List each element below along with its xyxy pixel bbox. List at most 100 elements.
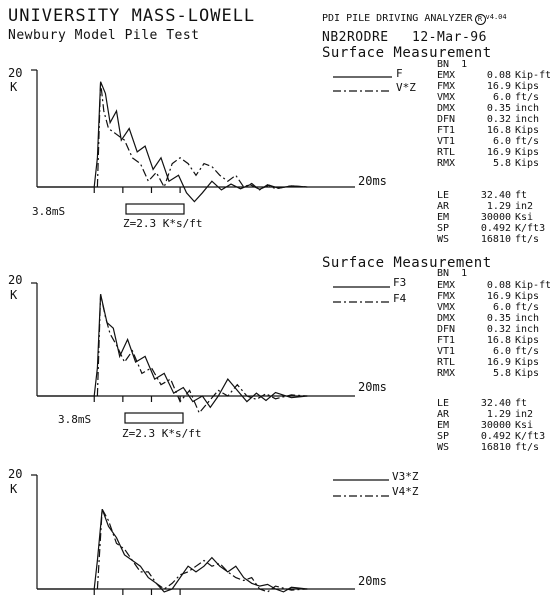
panel2-readout-value: 16.9	[486, 291, 511, 302]
panel3-series-v4z	[96, 507, 308, 593]
panel1-property-key: EM	[437, 212, 450, 223]
panel2-readout-value: 0.08	[486, 280, 511, 291]
panel2-readout-row: FMX 16.9 Kips	[437, 291, 550, 302]
panel2-readout-key: VMX	[437, 302, 456, 313]
panel2-readout-value: 6.0	[492, 302, 511, 313]
panel2-blow-number: BN 1	[437, 268, 468, 279]
panel2-readout-row: RMX 5.8 Kips	[437, 368, 550, 379]
panel2-readout-unit: Kips	[515, 357, 540, 368]
panel2-yunit-label: K	[10, 288, 18, 302]
panel1-ymax-label: 20	[8, 66, 23, 80]
panel2-property-row: SP 0.492 K/ft3	[437, 431, 545, 442]
panel2-property-key: WS	[437, 442, 450, 453]
panel2-legend-f4: F4	[393, 292, 407, 305]
panel2-readouts: EMX 0.08 Kip-ft FMX 16.9 Kips VMX 6.0 ft/s DMX 0.3…	[437, 280, 550, 379]
panel2-readout-value: 16.8	[486, 335, 511, 346]
panel1-readout-value: 0.32	[486, 114, 511, 125]
panel2-readout-key: VT1	[437, 346, 456, 357]
panel2-readout-unit: Kip-ft	[515, 280, 550, 291]
panel2-scale-z: Z=2.3 K*s/ft	[122, 427, 202, 440]
panel1-readout-unit: ft/s	[515, 136, 540, 147]
panel2-property-value: 1.29	[486, 409, 511, 420]
report-subtitle: Newbury Model Pile Test	[8, 28, 200, 43]
panel2-readout-key: FMX	[437, 291, 456, 302]
panel1-readout-unit: Kip-ft	[515, 70, 550, 81]
panel1-readout-row: DMX 0.35 inch	[437, 103, 550, 114]
panel1-pile-properties: LE 32.40 ft AR 1.29 in2 EM 30000 Ksi SP 0.492 K/ft3…	[437, 190, 545, 245]
panel2-readout-row: EMX 0.08 Kip-ft	[437, 280, 550, 291]
panel3-legend-v3z: V3*Z	[392, 470, 419, 483]
registered-mark-icon: R	[474, 14, 486, 25]
panel1-readout-key: RMX	[437, 158, 456, 169]
panel2-property-key: LE	[437, 398, 450, 409]
panel2-readout-value: 16.9	[486, 357, 511, 368]
panel1-legend-vz: V*Z	[396, 81, 416, 94]
panel2-readout-value: 6.0	[492, 346, 511, 357]
panel2-series-f4	[96, 294, 308, 415]
panel2-readout-key: EMX	[437, 280, 456, 291]
panel1-property-row: WS 16810 ft/s	[437, 234, 545, 245]
panel1-readout-unit: Kips	[515, 125, 540, 136]
panel1-readout-row: VMX 6.0 ft/s	[437, 92, 550, 103]
panel1-readout-row: EMX 0.08 Kip-ft	[437, 70, 550, 81]
panel2-readout-unit: inch	[515, 313, 540, 324]
panel2-readout-value: 0.35	[486, 313, 511, 324]
panel1-readout-row: RMX 5.8 Kips	[437, 158, 550, 169]
panel2-property-row: WS 16810 ft/s	[437, 442, 545, 453]
panel2-readout-value: 0.32	[486, 324, 511, 335]
panel2-series-f3	[37, 294, 308, 409]
panel1-legend-f: F	[396, 67, 403, 80]
panel1-property-row: LE 32.40 ft	[437, 190, 545, 201]
panel2-property-value: 16810	[480, 442, 511, 453]
panel1-readout-value: 0.35	[486, 103, 511, 114]
panel2-readout-row: DMX 0.35 inch	[437, 313, 550, 324]
panel1-readout-unit: Kips	[515, 81, 540, 92]
record-id: NB2RODRE	[322, 30, 389, 45]
panel1-property-unit: Ksi	[515, 212, 534, 223]
panel1-time-label: 20ms	[358, 174, 387, 188]
panel1-readout-value: 5.8	[492, 158, 511, 169]
panel2-scale-bar	[124, 412, 184, 424]
panel1-property-row: EM 30000 Ksi	[437, 212, 545, 223]
panel2-heading: Surface Measurement	[322, 255, 492, 271]
panel1-scale-bar	[125, 203, 185, 215]
analyzer-label: PDI PILE DRIVING ANALYZER	[322, 13, 473, 24]
panel2-pile-properties: LE 32.40 ft AR 1.29 in2 EM 30000 Ksi SP 0.492 K/ft3…	[437, 398, 545, 453]
panel1-property-key: AR	[437, 201, 450, 212]
panel1-readout-unit: inch	[515, 103, 540, 114]
panel1-readout-row: VT1 6.0 ft/s	[437, 136, 550, 147]
panel1-yunit-label: K	[10, 80, 18, 94]
panel2-time-label: 20ms	[358, 380, 387, 394]
panel1-readout-key: VT1	[437, 136, 456, 147]
panel1-property-key: SP	[437, 223, 450, 234]
panel1-property-unit: K/ft3	[515, 223, 546, 234]
panel1-readout-value: 6.0	[492, 136, 511, 147]
panel2-property-unit: K/ft3	[515, 431, 546, 442]
panel3-ymax-label: 20	[8, 467, 23, 481]
record-date: 12-Mar-96	[412, 30, 487, 45]
panel1-readout-key: DMX	[437, 103, 456, 114]
panel2-readout-unit: Kips	[515, 335, 540, 346]
panel3-yunit-label: K	[10, 482, 18, 496]
panel2-property-key: AR	[437, 409, 450, 420]
panel1-property-value: 32.40	[480, 190, 511, 201]
panel1-readout-row: DFN 0.32 inch	[437, 114, 550, 125]
panel2-property-unit: Ksi	[515, 420, 534, 431]
panel1-readout-value: 6.0	[492, 92, 511, 103]
panel1-readout-value: 16.8	[486, 125, 511, 136]
panel1-blow-number: BN 1	[437, 59, 468, 70]
panel2-ymax-label: 20	[8, 273, 23, 287]
panel2-property-row: AR 1.29 in2	[437, 409, 545, 420]
panel2-readout-unit: ft/s	[515, 302, 540, 313]
panel1-readout-key: FT1	[437, 125, 456, 136]
panel1-readout-unit: Kips	[515, 158, 540, 169]
panel2-scale-time: 3.8mS	[58, 413, 92, 426]
panel2-readout-unit: Kips	[515, 291, 540, 302]
panel2-readout-key: DFN	[437, 324, 456, 335]
panel1-series-f	[37, 81, 308, 203]
panel1-readout-value: 16.9	[486, 147, 511, 158]
panel1-readout-row: FT1 16.8 Kips	[437, 125, 550, 136]
panel1-series-vz	[96, 81, 308, 191]
panel1-property-value: 0.492	[480, 223, 511, 234]
panel2-property-unit: ft/s	[515, 442, 540, 453]
